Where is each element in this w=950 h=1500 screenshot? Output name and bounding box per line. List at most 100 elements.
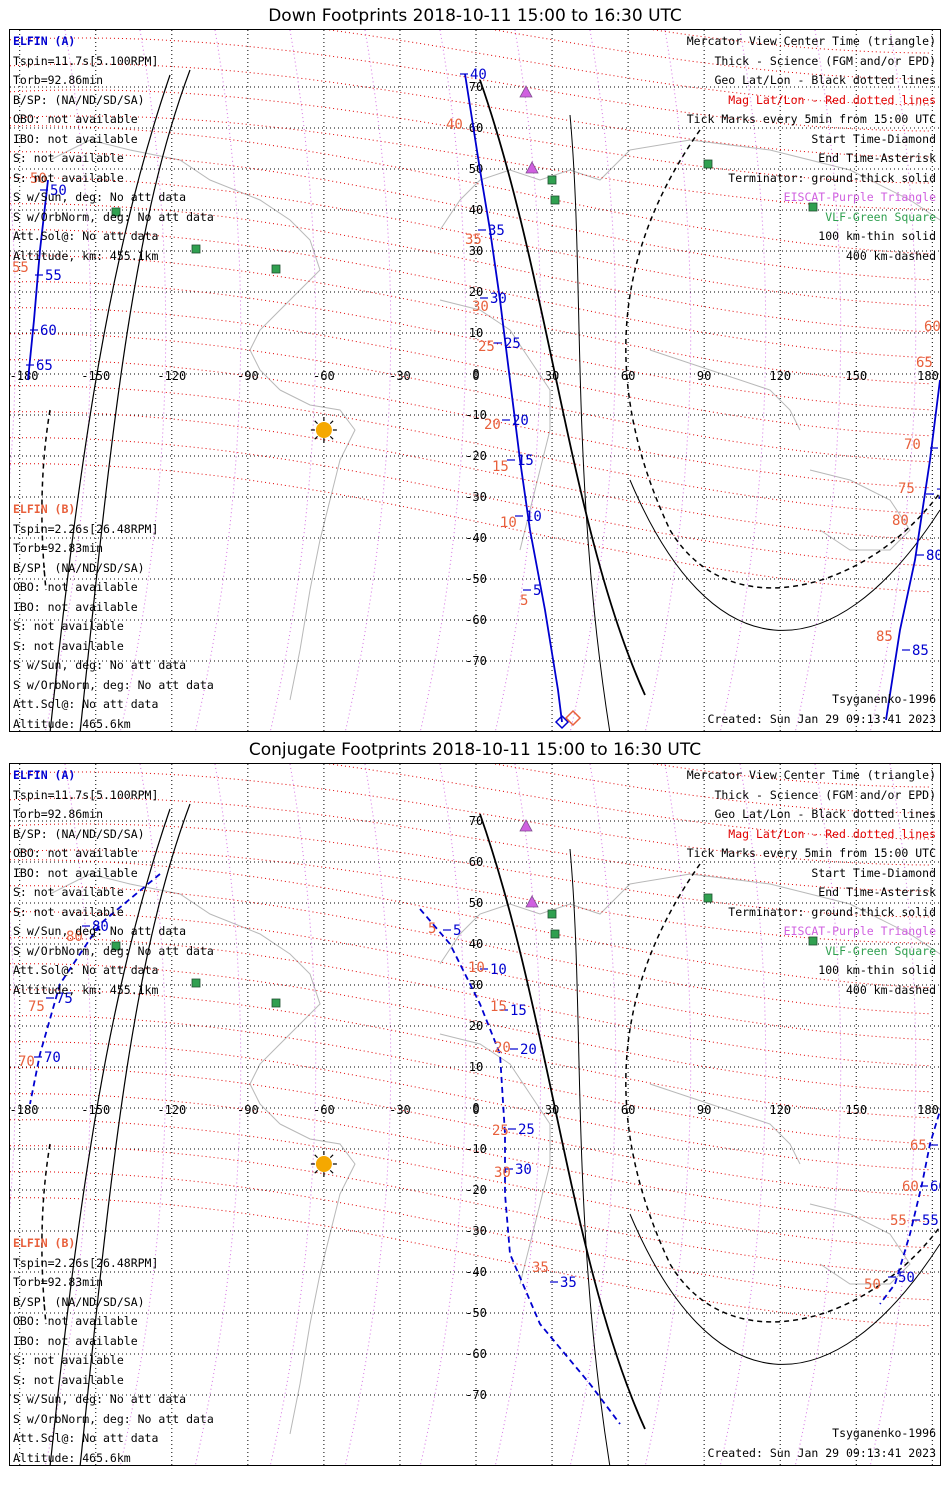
mag-lat-line (10, 385, 931, 515)
mag-lat-line (10, 281, 931, 411)
elfin-b-line: Att.Sol@: No att data (13, 1431, 159, 1445)
track-time-label-b: 60 (924, 319, 941, 335)
track-time-label-b: 25 (492, 1123, 509, 1139)
track-time-label-b: 40 (446, 117, 463, 133)
elfin-b-line: S: not available (13, 619, 124, 633)
eiscat-triangle-icon (519, 819, 533, 832)
terminator-line (569, 848, 611, 1465)
mag-lon-line (10, 916, 17, 1213)
map-legend: Mercator View Center Time (triangle) Thic… (687, 766, 936, 1000)
vlf-square-icon (547, 175, 557, 185)
mag-lat-line (10, 359, 931, 489)
lat-tick-label: 70 (469, 814, 483, 828)
lat-tick-label: -60 (465, 1347, 487, 1361)
mag-lat-line (10, 411, 931, 541)
satellite-track: 5 10 15 20 25 30 35 5 10 15 20 25 30 35 (419, 908, 621, 1425)
track-time-label: 5 (533, 583, 541, 599)
track-time-label: 60 (40, 323, 57, 339)
terminator-line (79, 803, 191, 1465)
elfin-a-line: Torb=92.86min (13, 807, 104, 821)
lon-tick-label: 180 (917, 1103, 939, 1117)
mag-lon-line (794, 30, 842, 731)
panel-title-conjugate: Conjugate Footprints 2018-10-11 15:00 to… (248, 740, 702, 760)
track-time-label: 25 (504, 336, 521, 352)
mag-lon-line (794, 764, 842, 1465)
track-time-label-b: 60 (902, 1179, 919, 1195)
elfin-a-line: Att.Sol@: No att data (13, 229, 159, 243)
track-line (419, 908, 621, 1425)
elfin-a-line: S w/Sun, deg: No att data (13, 190, 187, 204)
lon-tick-label: -30 (389, 369, 411, 383)
map-canvas: -180 -150 -120 -90 -60 -30 0 30 60 90 120 150 180 70 6… (10, 30, 941, 731)
vlf-square-icon (191, 244, 201, 254)
track-time-label: 55 (922, 1213, 939, 1229)
elfin-a-line: OBO: not available (13, 846, 138, 860)
track-time-label-b: 20 (494, 1040, 511, 1056)
mag-lat-line (492, 764, 931, 814)
lon-tick-label: -90 (237, 1103, 259, 1117)
mag-lon-line (644, 30, 692, 731)
mag-lon-line (119, 764, 167, 1465)
track-time-label: 30 (515, 1162, 532, 1178)
terminator (41, 803, 940, 1465)
mag-lon-line (644, 764, 692, 1465)
track-time-label-b: 65 (910, 1138, 927, 1154)
elfin-a-line: Altitude, km: 455.1km (13, 982, 159, 997)
track-time-label-b: 35 (532, 1260, 549, 1276)
elfin-a-name: ELFIN (A) (13, 768, 76, 782)
terminator-400km (625, 129, 940, 589)
mag-lat-line (326, 764, 931, 840)
elfin-b-line: Tspin=2.26s[26.48RPM] (13, 1255, 159, 1270)
mag-lon-line (269, 764, 317, 1465)
legend-thick: Thick - Science (FGM and/or EPD) (714, 787, 936, 802)
elfin-a-line: IBO: not available (13, 131, 138, 146)
elfin-b-info: ELFIN (B) Tspin=2.26s[26.48RPM] Torb=92.83… (13, 500, 214, 731)
legend-km100: 100 km-thin solid (818, 963, 936, 977)
mag-lat-line (10, 885, 931, 1015)
elfin-b-line: B/SP: (NA/ND/SD/SA) (13, 1294, 145, 1309)
mag-lat-line (10, 911, 931, 1041)
mag-lat-line (10, 1015, 931, 1145)
elfin-a-name: ELFIN (A) (13, 34, 76, 48)
elfin-b-line: Torb=92.83min (13, 1275, 104, 1289)
mag-lat-line (10, 89, 931, 184)
track-time-label: 10 (525, 509, 542, 525)
coastline (49, 139, 321, 391)
track-time-label: 40 (470, 67, 487, 83)
lon-tick-label: 90 (697, 369, 711, 383)
track-time-label-b: 35 (465, 232, 482, 248)
track-time-label-b: 5 (428, 921, 436, 937)
lat-tick-label: 40 (469, 203, 483, 217)
mag-lat-line (10, 63, 931, 158)
coastline (279, 1123, 356, 1435)
track-time-label-b: 15 (490, 999, 507, 1015)
lon-tick-label: 90 (697, 1103, 711, 1117)
coastline (649, 1083, 801, 1165)
terminator-line (479, 813, 646, 1430)
mag-lat-line (492, 30, 931, 80)
mag-lat-line (10, 859, 931, 989)
elfin-b-line: S: not available (13, 1353, 124, 1367)
track-time-label: 80 (92, 919, 109, 935)
mag-lat-line (10, 1093, 931, 1223)
coastline (439, 139, 940, 231)
elfin-b-line: S: not available (13, 1372, 124, 1387)
lat-tick-label: 60 (469, 855, 483, 869)
sun-disk (315, 422, 332, 438)
mag-lat-line (10, 333, 931, 463)
elfin-b-line: IBO: not available (13, 599, 138, 614)
coastline (49, 873, 321, 1125)
lat-tick-label: -60 (465, 613, 487, 627)
mag-lat-line (10, 37, 931, 132)
mag-lon-line (10, 182, 17, 479)
sun-ray (329, 1154, 334, 1159)
vlf-square-icon (550, 195, 560, 205)
vlf-square-icon (808, 202, 818, 212)
legend-vlf: VLF-Green Square (825, 209, 936, 224)
elfin-a-line: B/SP: (NA/ND/SD/SA) (13, 92, 145, 107)
track-line (879, 1107, 940, 1305)
lat-tick-label: -40 (465, 1265, 487, 1279)
mag-lat-line (10, 1145, 931, 1275)
track-time-label-b: 70 (18, 1054, 35, 1070)
